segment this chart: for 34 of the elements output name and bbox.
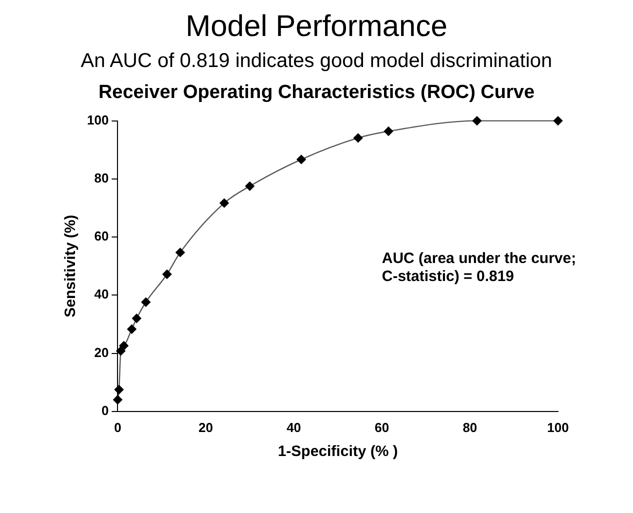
point — [354, 133, 363, 143]
text: Receiver Operating Characteristics (ROC) Curve — [97, 81, 536, 105]
y-tick-label: 80 — [94, 170, 109, 186]
y-tick-label: 100 — [86, 112, 109, 128]
y-axis-title: Sensitivity (%) — [62, 214, 80, 318]
point — [296, 154, 306, 164]
point — [245, 182, 254, 191]
x-tick-label: 100 — [547, 420, 569, 435]
point — [384, 126, 394, 136]
y-tick-label: 0 — [101, 402, 109, 418]
point — [220, 198, 229, 208]
point — [132, 314, 142, 324]
point — [114, 385, 124, 394]
x-tick-label: 60 — [374, 420, 390, 435]
x-axis-title: 1-Specificity (% ) — [278, 443, 398, 460]
y-tick-label: 40 — [94, 286, 109, 302]
point — [113, 395, 122, 404]
x-tick-label: 20 — [198, 420, 213, 435]
point — [472, 116, 482, 126]
x-tick-label: 80 — [462, 420, 478, 435]
point — [141, 298, 150, 307]
point — [119, 341, 128, 350]
chart-subtitle: An AUC of 0.819 indicates good model discrimination — [80, 49, 554, 74]
point — [553, 116, 563, 126]
x-tick-label: 0 — [114, 420, 122, 435]
point — [176, 248, 185, 258]
annotation: AUC (area under the curve; C-statistic) = 0.819 — [382, 250, 576, 286]
y-tick-label: 60 — [94, 228, 109, 244]
x-tick-label: 40 — [286, 420, 302, 435]
chart-title: Model Performance — [184, 9, 448, 45]
point — [127, 324, 136, 334]
point — [116, 346, 126, 356]
point — [162, 270, 172, 279]
y-tick-label: 20 — [94, 344, 109, 360]
